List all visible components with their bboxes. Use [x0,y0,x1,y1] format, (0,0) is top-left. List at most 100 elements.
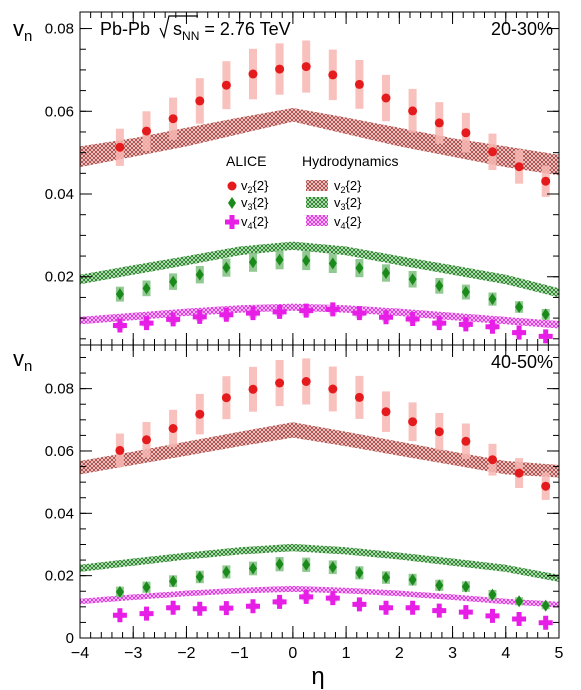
top-point-v2 [275,64,285,74]
bottom-markers [112,377,553,630]
bottom-ytick-label: 0.04 [45,505,74,522]
top-point-v3 [541,308,550,321]
bottom-ylabel: vn [13,346,32,375]
top-point-v4 [458,317,473,332]
xtick-label: 1 [342,645,351,662]
top-point-v3 [302,254,311,267]
bottom-point-v2 [301,377,311,386]
top-point-v4 [245,306,260,321]
top-point-v4 [405,311,420,326]
bottom-point-v3 [541,599,550,612]
top-point-v2 [381,93,391,103]
top-frame [79,11,560,346]
bottom-ytick-label: 0 [66,630,74,647]
top-point-v2 [541,176,551,186]
top-point-v4 [272,304,287,319]
top-point-v3 [488,293,497,306]
top-point-v4 [538,329,553,344]
top-point-v2 [514,162,524,172]
bottom-frame [79,344,560,639]
top-point-v3 [382,267,391,280]
top-point-v3 [275,253,284,266]
legend-v2-band [306,180,328,191]
bottom-point-v2 [541,481,551,491]
top-point-v2 [301,62,311,72]
top-point-v3 [328,257,337,270]
bottom-point-v4 [485,608,500,623]
legend-hydro-v3-label: v3{2} [334,195,362,212]
top-point-v4 [112,318,127,333]
top-point-v2 [248,69,258,79]
bottom-point-v4 [538,615,553,630]
bottom-syst-boxes [115,358,550,625]
top-point-v4 [166,312,181,327]
xtick-label: 4 [501,645,510,662]
top-xticks [79,12,560,345]
bottom-point-v2 [115,445,125,455]
legend-v2-label: v2{2} [241,178,269,195]
bottom-point-v4 [405,600,420,615]
bottom-point-v3 [328,561,337,574]
sqrt-sign [159,15,198,39]
legend-v4-marker [225,215,239,229]
xtick-label: 2 [395,645,404,662]
bottom-point-v4 [192,601,207,616]
top-point-v4 [299,303,314,318]
bottom-point-v3 [195,570,204,583]
top-point-v4 [219,307,234,322]
bottom-point-v4 [112,608,127,623]
bottom-point-v3 [488,588,497,601]
legend-header-model: Hydrodynamics [302,153,398,169]
top-ytick-label: 0.02 [45,269,74,286]
top-point-v2 [221,80,231,90]
top-point-v3 [222,261,231,274]
top-point-v3 [248,256,257,269]
system-label: Pb-Pb sNN = 2.76 TeV [100,15,291,43]
panel-top: 0.02 0.04 0.06 0.08 vn Pb-Pb sNN = 2.76 TeV… [13,11,560,346]
bottom-point-v2 [434,427,444,437]
top-point-v4 [379,310,394,325]
xtick-label: 3 [448,645,457,662]
top-point-v4 [325,302,340,317]
bottom-point-v2 [408,417,418,427]
bottom-point-v2 [142,435,151,445]
top-point-v2 [354,79,364,89]
top-point-v2 [488,147,497,157]
x-axis-label: η [311,663,324,690]
bottom-point-v4 [379,600,394,615]
top-point-v2 [168,114,178,124]
bottom-point-v4 [458,605,473,620]
bottom-ytick-label: 0.08 [45,381,74,398]
xtick-label: 5 [555,645,564,662]
top-point-v3 [115,288,124,301]
bottom-ytick-label: 0.02 [45,568,74,585]
legend-header-data: ALICE [226,153,266,169]
top-ytick-label: 0.08 [45,21,74,38]
legend-hydro-v4-label: v4{2} [334,214,362,231]
xtick-label: 0 [288,645,297,662]
bottom-point-v2 [461,436,471,446]
bottom-hydro-band-v2 [80,422,559,478]
xtick-label: −4 [71,645,89,662]
top-point-v4 [352,306,367,321]
panel-bottom: 0 0.02 0.04 0.06 0.08 −4 −3 −2 −1 0 1 2 3 4 5 vn 40-5… [13,344,564,690]
bottom-point-v4 [166,600,181,615]
legend: ALICE Hydrodynamics v2{2} v3{2} v4{2} v2… [225,153,398,231]
bottom-point-v2 [248,384,258,394]
top-point-v3 [515,300,524,313]
bottom-point-v2 [168,424,178,433]
bottom-ytick-label: 0.06 [45,443,74,460]
top-point-v2 [434,118,444,128]
bottom-point-v3 [222,565,231,578]
bottom-panel-label: 40-50% [491,352,553,372]
bottom-point-v2 [354,392,364,402]
bottom-point-v2 [221,393,231,403]
svg-text:Pb-Pb sNN = 2.76 TeV: Pb-Pb sNN = 2.76 TeV [100,19,291,43]
top-point-v4 [139,316,154,331]
bottom-point-v4 [325,591,340,606]
top-yticks: 0.02 0.04 0.06 0.08 [45,21,559,340]
bottom-point-v3 [275,558,284,571]
top-point-v2 [328,70,338,80]
top-point-v2 [142,126,151,136]
